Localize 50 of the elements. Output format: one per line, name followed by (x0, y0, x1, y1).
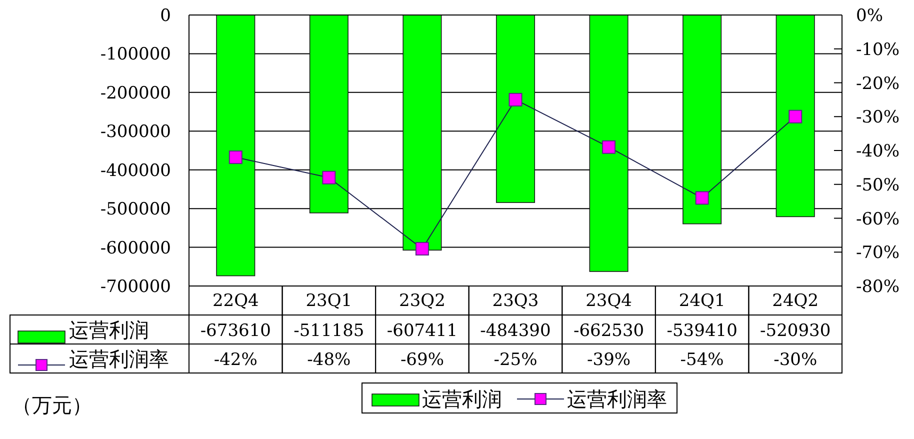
data-label: -69% (400, 350, 444, 370)
text: （万元） (12, 393, 92, 417)
x-tick-label: 24Q2 (772, 291, 819, 311)
y2-tick-label: 0% (856, 6, 883, 26)
x-tick-label: 22Q4 (212, 291, 259, 311)
y2-tick-label: -70% (856, 243, 900, 264)
y2-tick-label: -60% (856, 209, 900, 230)
x-tick-label: 23Q4 (586, 291, 632, 311)
data-label: -54% (680, 350, 724, 370)
data-label: -25% (494, 350, 538, 370)
y-tick-label: -100000 (100, 44, 171, 65)
y-tick-label: -600000 (100, 238, 171, 258)
x-tick-label: 23Q2 (399, 291, 446, 311)
point (415, 242, 429, 256)
legend-label: 运营利润率 (69, 347, 169, 371)
y-tick-label: -200000 (100, 83, 171, 104)
point (228, 150, 242, 164)
y-tick-label: -400000 (100, 160, 171, 181)
data-label: -511185 (294, 321, 364, 341)
y2-tick-label: -40% (856, 142, 900, 162)
y2-tick-label: -80% (856, 277, 900, 297)
x-tick-label: 24Q1 (678, 291, 726, 311)
data-label: -662530 (573, 321, 644, 341)
data-label: -607411 (386, 321, 458, 341)
data-label: -539410 (666, 321, 738, 341)
x-tick-label: 23Q1 (306, 291, 352, 311)
data-label: -673610 (200, 321, 271, 341)
point (695, 191, 709, 205)
legend-label: 运营利润 (69, 318, 149, 342)
data-label: -520930 (760, 321, 831, 341)
x-tick-label: 23Q3 (492, 291, 539, 311)
point (788, 110, 802, 124)
data-label: -39% (587, 350, 631, 370)
data-label: -48% (307, 350, 351, 370)
point (602, 140, 616, 154)
y-tick-label: -700000 (100, 277, 171, 297)
data-label: -42% (214, 350, 258, 370)
point (322, 170, 336, 184)
point (508, 92, 522, 106)
data-label: -484390 (480, 321, 551, 341)
data-label: -30% (774, 350, 818, 370)
y2-tick-label: -30% (856, 108, 900, 128)
text: 运营利润率 (567, 387, 667, 411)
y-tick-label: -300000 (100, 122, 171, 142)
y-tick-label: -500000 (100, 200, 171, 220)
y2-tick-label: -20% (856, 74, 900, 94)
y2-tick-label: -10% (856, 40, 900, 60)
y-tick-label: 0 (160, 6, 171, 26)
y2-tick-label: -50% (856, 175, 900, 196)
text: 运营利润 (422, 387, 502, 411)
